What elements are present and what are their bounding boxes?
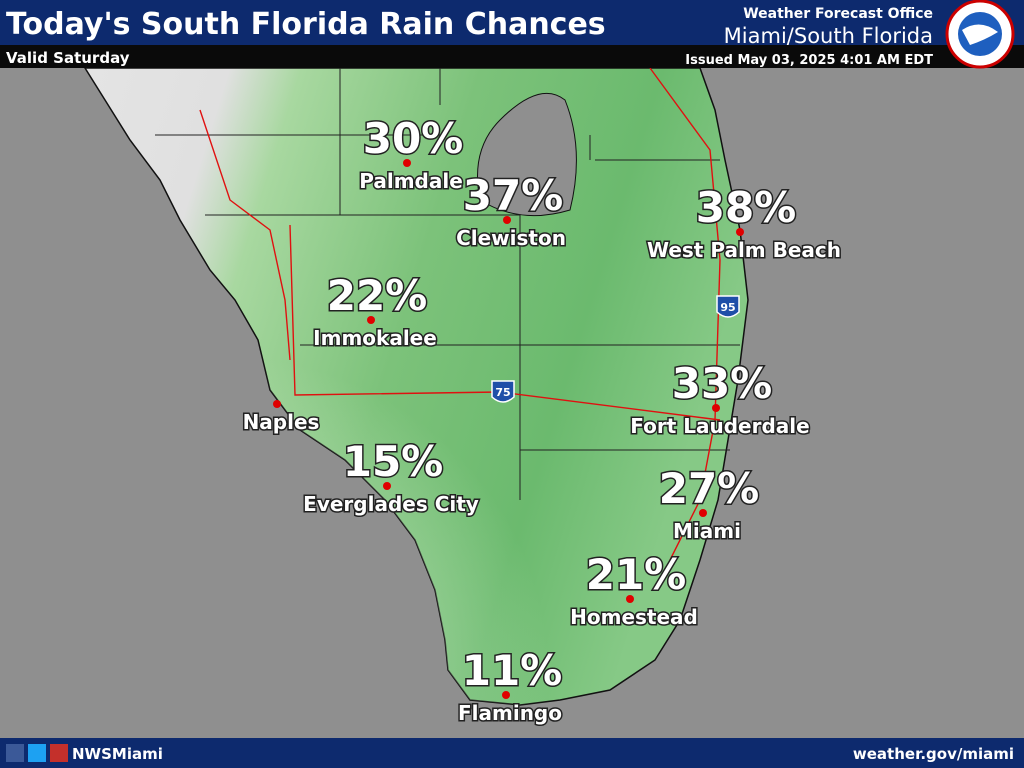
city-dot xyxy=(503,216,511,224)
nws-logo xyxy=(945,0,1015,69)
rain-chance: 21% xyxy=(586,550,687,599)
lake-okeechobee xyxy=(477,92,577,217)
office: Weather Forecast Office xyxy=(743,6,933,22)
city-name: Naples xyxy=(243,410,320,434)
header-bar xyxy=(0,0,1024,45)
rain-chance: 30% xyxy=(363,114,464,163)
city-dot xyxy=(626,595,634,603)
city-name: Palmdale xyxy=(359,169,463,193)
footer-handle: NWSMiami xyxy=(72,745,163,763)
footer-url: weather.gov/miami xyxy=(853,745,1014,763)
city-dot xyxy=(367,316,375,324)
county-lines xyxy=(155,68,740,500)
rain-chance: 33% xyxy=(672,359,773,408)
city-dot xyxy=(403,159,411,167)
rain-chance: 27% xyxy=(659,464,760,513)
twitter-icon[interactable] xyxy=(28,744,46,762)
city-dot xyxy=(383,482,391,490)
rain-chance: 37% xyxy=(463,171,564,220)
highway-shield xyxy=(491,380,515,403)
city-dot xyxy=(736,228,744,236)
city-name: Everglades City xyxy=(303,492,479,516)
issued: Issued May 03, 2025 4:01 AM EDT xyxy=(685,53,933,68)
city-name: Miami xyxy=(673,519,741,543)
rain-chance: 22% xyxy=(327,271,428,320)
roads xyxy=(199,67,721,561)
city-dot xyxy=(273,400,281,408)
title: Today's South Florida Rain Chances xyxy=(6,7,606,42)
rain-chance: 11% xyxy=(462,646,563,695)
region: Miami/South Florida xyxy=(724,24,933,48)
highway-label: 95 xyxy=(720,301,735,314)
city-name: Immokalee xyxy=(313,326,437,350)
city-name: Clewiston xyxy=(456,226,566,250)
rain-chance: 15% xyxy=(343,437,444,486)
facebook-icon[interactable] xyxy=(6,744,24,762)
youtube-icon[interactable] xyxy=(50,744,68,762)
city-name: Homestead xyxy=(570,605,698,629)
city-dot xyxy=(699,509,707,517)
footer-bar xyxy=(0,738,1024,768)
highway-shield xyxy=(716,295,740,318)
city-name: Fort Lauderdale xyxy=(630,414,809,438)
city-dot xyxy=(712,404,720,412)
highway-label: 75 xyxy=(495,386,510,399)
land-light xyxy=(85,68,748,705)
valid: Valid Saturday xyxy=(6,49,130,67)
subheader-bar xyxy=(0,45,1024,68)
rain-chance: 38% xyxy=(696,183,797,232)
city-name: Flamingo xyxy=(458,701,562,725)
city-name: West Palm Beach xyxy=(647,238,841,262)
city-dot xyxy=(502,691,510,699)
